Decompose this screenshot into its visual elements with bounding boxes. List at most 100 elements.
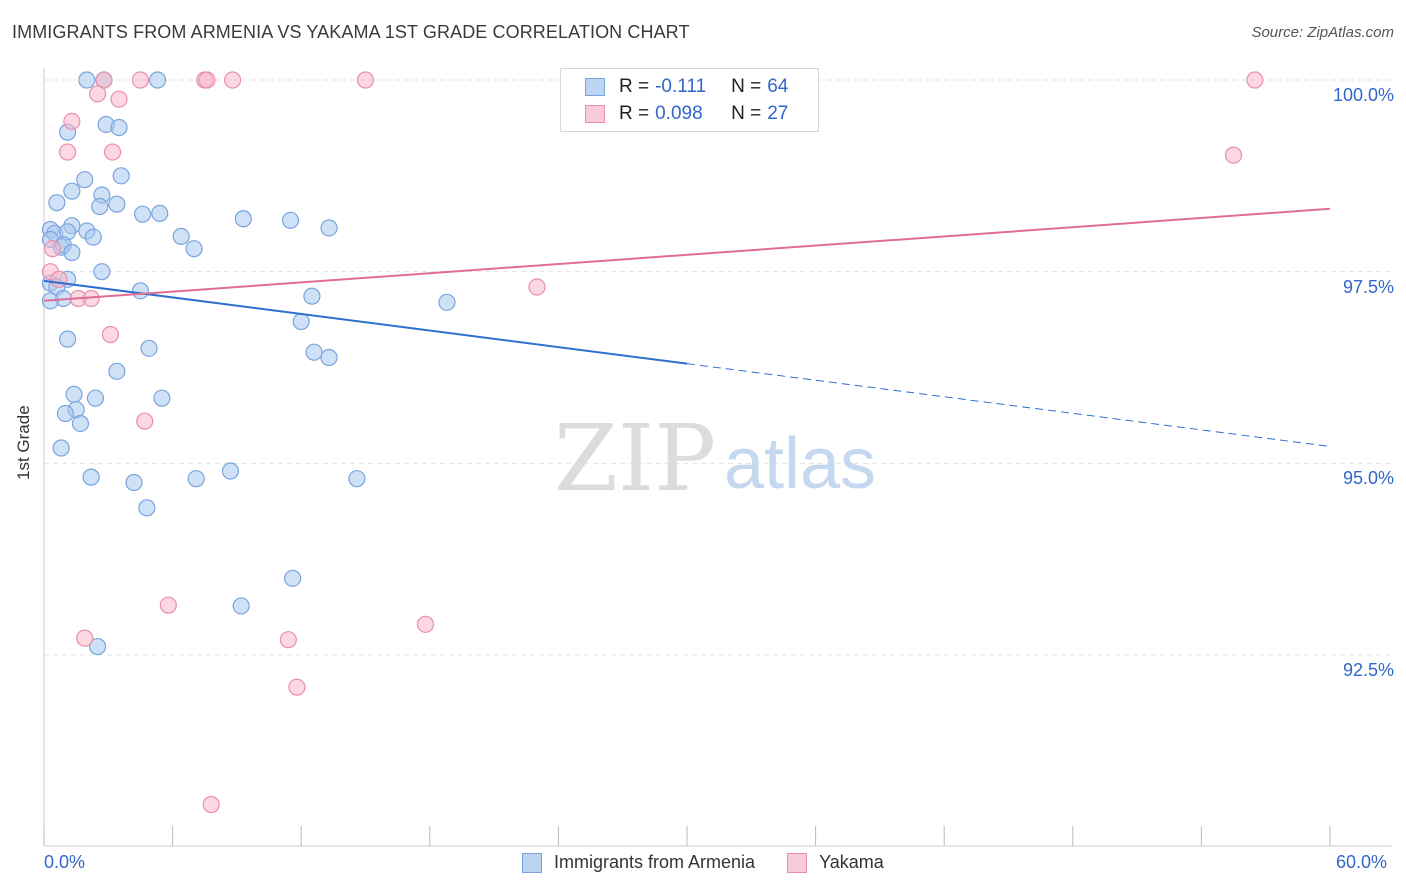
armenia-point bbox=[58, 330, 77, 348]
yakama-point bbox=[288, 678, 306, 696]
yakama-point bbox=[103, 143, 122, 161]
yakama-point bbox=[131, 71, 150, 89]
yakama-point bbox=[279, 631, 297, 649]
yakama-point bbox=[101, 325, 120, 344]
legend-n-value: 64 bbox=[767, 76, 789, 97]
armenia-point bbox=[234, 210, 252, 228]
armenia-point bbox=[221, 462, 240, 480]
armenia-point bbox=[232, 597, 250, 615]
legend-r-label: R = bbox=[619, 76, 650, 97]
armenia-point bbox=[303, 287, 321, 305]
legend-label-armenia: Immigrants from Armenia bbox=[554, 852, 756, 872]
armenia-point bbox=[172, 227, 190, 245]
yakama-trend-line bbox=[43, 207, 1331, 302]
armenia-point bbox=[148, 71, 167, 89]
armenia-point bbox=[438, 293, 456, 311]
legend-row-armenia: R = -0.111 N = 64 bbox=[585, 75, 788, 99]
series-legend: Immigrants from Armenia Yakama bbox=[522, 852, 916, 873]
armenia-point bbox=[281, 211, 300, 229]
y-tick-label: 95.0% bbox=[1342, 468, 1394, 489]
armenia-point bbox=[71, 414, 90, 433]
armenia-point bbox=[110, 118, 128, 137]
armenia-point bbox=[125, 473, 143, 492]
legend-r-value: -0.111 bbox=[655, 76, 707, 97]
armenia-point bbox=[320, 219, 338, 237]
armenia-point bbox=[91, 197, 109, 216]
armenia-point bbox=[151, 204, 169, 222]
y-tick-label: 97.5% bbox=[1342, 276, 1394, 297]
legend-swatch-blue bbox=[585, 78, 605, 96]
yakama-point bbox=[136, 412, 154, 430]
armenia-point bbox=[348, 470, 366, 488]
armenia-point bbox=[292, 312, 310, 331]
legend-swatch-pink bbox=[787, 852, 808, 873]
armenia-point bbox=[185, 240, 203, 258]
armenia-point bbox=[153, 389, 171, 407]
armenia-point bbox=[88, 637, 107, 656]
armenia-point bbox=[84, 228, 102, 246]
armenia-point bbox=[78, 71, 96, 89]
legend-r-label: R = bbox=[619, 103, 650, 124]
armenia-point bbox=[320, 348, 338, 367]
yakama-point bbox=[1246, 71, 1264, 89]
armenia-point bbox=[93, 263, 111, 281]
chart-title: IMMIGRANTS FROM ARMENIA VS YAKAMA 1ST GR… bbox=[12, 22, 690, 42]
legend-swatch-blue bbox=[522, 852, 542, 873]
armenia-point bbox=[65, 385, 83, 403]
yakama-point bbox=[58, 143, 77, 161]
trend-layer bbox=[43, 207, 1331, 447]
yakama-point bbox=[528, 278, 546, 296]
yakama-point bbox=[95, 71, 113, 89]
armenia-point bbox=[138, 499, 156, 517]
legend-label-yakama: Yakama bbox=[819, 852, 884, 872]
armenia-point bbox=[86, 389, 105, 407]
armenia-point bbox=[52, 439, 70, 457]
armenia-point bbox=[140, 339, 158, 357]
x-tick-min: 0.0% bbox=[44, 852, 86, 872]
armenia-point bbox=[305, 343, 323, 361]
armenia-point bbox=[108, 195, 126, 213]
armenia-trend-extension bbox=[686, 363, 1331, 447]
yakama-point bbox=[198, 71, 216, 89]
armenia-point bbox=[76, 171, 94, 189]
armenia-point bbox=[82, 468, 100, 486]
yakama-point bbox=[43, 240, 62, 258]
yakama-point bbox=[63, 112, 81, 131]
legend-item-yakama[interactable]: Yakama bbox=[787, 852, 884, 873]
y-tick-label: 92.5% bbox=[1342, 660, 1394, 680]
y-tick-label: 100.0% bbox=[1332, 85, 1394, 105]
armenia-point bbox=[48, 194, 66, 212]
yakama-point bbox=[159, 596, 177, 614]
armenia-point bbox=[284, 569, 302, 587]
legend-n-value: 27 bbox=[767, 103, 789, 124]
watermark-atlas: atlas bbox=[724, 424, 876, 504]
armenia-point bbox=[63, 243, 81, 262]
legend-row-yakama: R = 0.098 N = 27 bbox=[585, 102, 788, 126]
armenia-trend-line bbox=[43, 279, 688, 365]
yakama-point bbox=[110, 90, 128, 108]
yakama-point bbox=[76, 629, 94, 647]
legend-swatch-pink bbox=[585, 105, 605, 123]
yakama-point bbox=[202, 795, 220, 814]
source-note: Source: ZipAtlas.com bbox=[1251, 24, 1394, 41]
yakama-point bbox=[416, 615, 435, 633]
legend-r-value: 0.098 bbox=[655, 103, 703, 124]
watermark-zip: ZIP bbox=[554, 405, 716, 512]
yakama-point bbox=[224, 71, 242, 89]
legend-n-label: N = bbox=[731, 76, 762, 97]
correlation-legend: R = -0.111 N = 64 R = 0.098 N = 27 bbox=[560, 68, 819, 132]
axis-layer bbox=[43, 68, 1392, 847]
x-tick-max: 60.0% bbox=[1336, 852, 1388, 872]
yakama-point bbox=[1224, 146, 1243, 164]
armenia-point bbox=[133, 205, 152, 223]
yakama-point bbox=[88, 85, 107, 103]
legend-item-armenia[interactable]: Immigrants from Armenia bbox=[522, 852, 755, 873]
yakama-point bbox=[356, 71, 375, 89]
armenia-point bbox=[131, 282, 150, 300]
legend-n-label: N = bbox=[731, 103, 762, 124]
armenia-point bbox=[63, 182, 81, 200]
yakama-point bbox=[50, 270, 68, 288]
armenia-point bbox=[56, 404, 75, 423]
armenia-point bbox=[112, 167, 130, 185]
